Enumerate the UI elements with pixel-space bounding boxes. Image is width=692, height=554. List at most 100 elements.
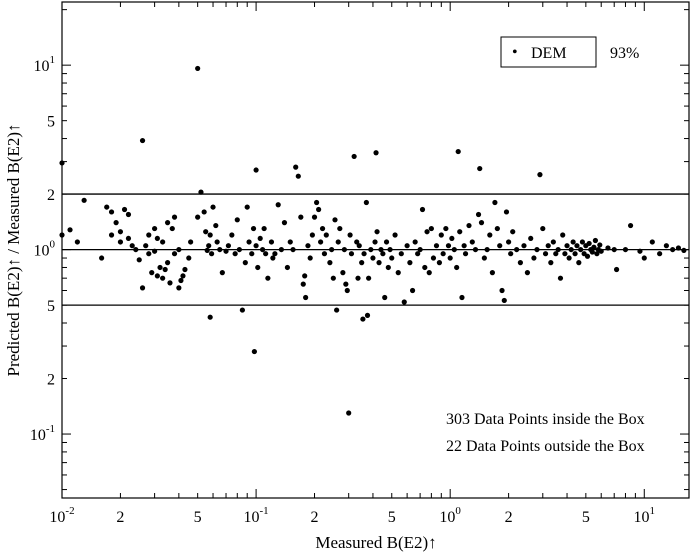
data-point <box>253 167 259 173</box>
data-point <box>225 243 232 249</box>
x-axis-label: Measured B(E2)↑ <box>315 533 436 552</box>
data-point <box>323 232 329 238</box>
data-point <box>426 270 432 276</box>
data-point <box>407 260 413 266</box>
data-point <box>501 297 507 304</box>
data-point <box>246 239 252 245</box>
legend-marker: • <box>512 44 518 61</box>
data-point <box>354 239 360 245</box>
data-point <box>348 251 355 257</box>
data-point <box>298 214 304 220</box>
data-point <box>466 222 472 229</box>
data-point <box>383 239 390 245</box>
data-point <box>169 225 175 232</box>
data-point <box>542 251 549 257</box>
data-point <box>398 251 404 257</box>
data-point <box>499 287 505 294</box>
data-point <box>550 239 556 245</box>
data-point <box>428 225 434 232</box>
data-point <box>319 225 326 232</box>
data-point <box>438 232 444 238</box>
data-point <box>514 246 520 253</box>
data-point <box>574 243 580 249</box>
data-point <box>385 264 391 271</box>
data-point <box>307 255 313 261</box>
legend-box <box>500 36 597 68</box>
y-tick-label: 5 <box>47 298 55 315</box>
data-point <box>186 255 192 261</box>
data-point <box>139 285 146 291</box>
data-point <box>457 229 463 235</box>
data-point <box>497 243 503 249</box>
data-point <box>436 260 443 266</box>
data-point <box>489 270 495 276</box>
y-tick-label: 101 <box>34 54 56 75</box>
data-point <box>605 245 611 251</box>
data-point <box>351 153 357 160</box>
data-point <box>284 264 291 271</box>
data-point <box>370 255 376 261</box>
data-point <box>180 273 186 279</box>
data-point <box>419 206 426 213</box>
data-point <box>657 251 663 257</box>
data-point <box>508 251 514 257</box>
data-point <box>521 243 527 249</box>
data-point <box>484 246 490 253</box>
data-point <box>154 273 160 279</box>
data-point <box>477 165 483 172</box>
data-point <box>557 275 564 281</box>
data-point <box>422 264 428 271</box>
data-point <box>311 214 318 220</box>
data-point <box>359 260 365 266</box>
data-point <box>198 189 204 195</box>
data-point <box>239 307 245 313</box>
data-point <box>341 246 347 253</box>
data-point <box>125 211 132 218</box>
data-point <box>316 206 322 213</box>
y-axis-label: Predicted B(E2)↑ / Measured B(E2)↑ <box>4 123 23 376</box>
data-point <box>503 209 510 215</box>
data-point <box>234 217 240 223</box>
data-point <box>592 237 598 244</box>
data-point <box>210 204 216 210</box>
data-point <box>368 246 374 253</box>
data-point <box>59 232 65 238</box>
data-point <box>459 294 465 301</box>
x-tick-label: 2 <box>116 509 124 526</box>
data-point <box>195 65 201 72</box>
data-point <box>506 239 512 245</box>
data-point <box>293 164 299 170</box>
data-point <box>203 229 209 235</box>
data-point <box>584 253 591 259</box>
data-point <box>281 220 288 226</box>
data-point <box>363 199 369 206</box>
data-point <box>270 255 276 261</box>
data-point <box>586 240 592 247</box>
data-point <box>344 287 350 294</box>
data-point <box>121 206 128 213</box>
data-point <box>143 243 149 249</box>
data-point <box>445 243 452 249</box>
annotation-inside-box: 303 Data Points inside the Box <box>446 411 645 428</box>
x-tick-label: 5 <box>388 509 396 526</box>
data-point <box>250 225 257 232</box>
data-point <box>389 255 395 261</box>
data-point <box>329 246 335 253</box>
x-tick-label: 2 <box>311 509 319 526</box>
data-point <box>528 235 534 242</box>
x-tick-label: 10-2 <box>49 505 74 526</box>
data-point <box>219 270 225 276</box>
data-point <box>412 239 418 245</box>
data-point <box>376 260 382 266</box>
data-point <box>337 225 343 232</box>
data-point <box>481 255 487 261</box>
data-point <box>641 255 647 261</box>
data-point <box>568 246 574 253</box>
data-point <box>117 229 124 235</box>
data-point <box>236 246 242 253</box>
data-point <box>232 251 238 257</box>
data-point <box>449 235 455 242</box>
data-point <box>578 246 584 253</box>
data-point <box>330 275 336 281</box>
data-point <box>167 280 173 286</box>
